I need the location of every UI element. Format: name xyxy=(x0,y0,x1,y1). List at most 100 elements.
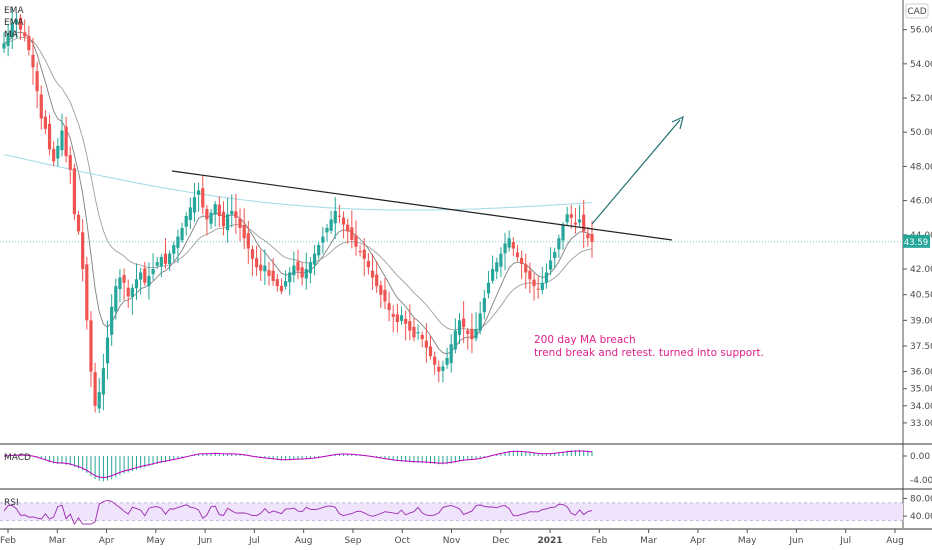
candle xyxy=(97,378,101,414)
candle xyxy=(288,267,292,295)
annotation-line-1: 200 day MA breach xyxy=(534,334,636,346)
time-tick-label: Mar xyxy=(640,536,657,546)
candle-body xyxy=(238,218,242,228)
time-tick-label: Aug xyxy=(295,536,313,546)
candle xyxy=(163,238,168,269)
candle xyxy=(561,221,565,250)
candle xyxy=(118,268,122,303)
candle xyxy=(528,262,532,294)
macd-label[interactable]: MACD xyxy=(4,453,31,463)
candle-body xyxy=(416,332,420,334)
candle-body xyxy=(279,285,284,292)
candle xyxy=(495,257,499,280)
candle-body xyxy=(76,214,81,232)
candle xyxy=(110,294,114,346)
overlay-label-3[interactable]: MA xyxy=(4,30,19,40)
candle xyxy=(437,360,441,383)
annotation: 200 day MA breach trend break and retest… xyxy=(534,334,764,359)
indicator-legend: EMA EMA MA MACD RSI xyxy=(4,6,31,508)
candle xyxy=(205,205,209,236)
candle-body xyxy=(122,275,126,283)
candle-body xyxy=(470,328,474,340)
candle-body xyxy=(105,337,110,364)
candle xyxy=(337,204,342,223)
candle xyxy=(462,301,466,344)
candle-body xyxy=(532,279,536,287)
candle-body xyxy=(52,148,56,162)
candle-body xyxy=(89,320,93,372)
candle xyxy=(379,280,383,309)
candle-body xyxy=(445,357,449,365)
price-tick-label: 46.00 xyxy=(910,197,932,207)
candle xyxy=(370,254,375,290)
rsi-label[interactable]: RSI xyxy=(4,498,19,508)
candle xyxy=(366,253,370,275)
price-tick-label: 42.00 xyxy=(910,265,932,275)
candle xyxy=(126,279,130,308)
candle-body xyxy=(35,71,39,92)
candle-body xyxy=(478,313,482,331)
candle-body xyxy=(544,272,549,283)
candle-body xyxy=(259,264,263,271)
candle xyxy=(590,220,594,258)
candle-body xyxy=(288,272,292,283)
annotation-line-2: trend break and retest. turned into supp… xyxy=(534,347,764,359)
candle-body xyxy=(205,208,209,220)
candle xyxy=(147,262,151,300)
candle xyxy=(445,347,449,369)
candle-body xyxy=(60,130,64,151)
candle-body xyxy=(520,257,524,264)
candle xyxy=(143,261,147,286)
candle xyxy=(474,312,478,342)
candle-body xyxy=(6,33,10,46)
candle xyxy=(18,14,23,40)
candle xyxy=(511,237,515,257)
candle xyxy=(176,229,180,263)
candle xyxy=(441,360,445,383)
time-tick-label: Sep xyxy=(344,536,361,546)
macd-tick-label: 0.00 xyxy=(910,452,930,462)
currency-badge[interactable]: CAD xyxy=(905,3,929,19)
candle-body xyxy=(491,269,495,281)
overlay-label-2[interactable]: EMA xyxy=(4,18,24,28)
candle-body xyxy=(582,214,586,232)
candle-body xyxy=(308,262,313,274)
rsi-tick-label: 80.00 xyxy=(910,494,932,504)
candle-body xyxy=(412,326,416,338)
candle xyxy=(39,85,43,130)
candle-body xyxy=(358,251,362,253)
candle-body xyxy=(590,234,594,242)
candle-body xyxy=(362,249,366,259)
candle-body xyxy=(172,245,176,254)
candle-body xyxy=(424,340,428,348)
candle-body xyxy=(383,289,387,302)
candle-body xyxy=(515,252,520,258)
candle-body xyxy=(404,318,408,324)
last-price-value: 43.59 xyxy=(904,238,928,248)
candle-body xyxy=(370,270,375,278)
candle xyxy=(14,12,19,39)
candle xyxy=(27,25,31,56)
macd-tick-label: -4.00 xyxy=(910,476,932,486)
candle xyxy=(586,226,590,247)
candle xyxy=(453,318,457,354)
candle xyxy=(81,219,85,282)
candle-body xyxy=(2,43,6,49)
candle xyxy=(449,334,453,373)
candle xyxy=(428,335,433,360)
candle-body xyxy=(56,145,60,159)
candle xyxy=(93,362,97,413)
candle xyxy=(557,234,561,258)
price-tick-label: 36.00 xyxy=(910,368,932,378)
candle-body xyxy=(93,372,97,406)
candle-body xyxy=(379,285,383,295)
time-axis[interactable]: Feb Mar Apr May Jun Jul Aug Sep Oct Nov Dec 2021 Feb… xyxy=(0,529,904,546)
candle xyxy=(47,114,52,156)
overlay-label-1[interactable]: EMA xyxy=(4,6,24,16)
candle-body xyxy=(395,314,399,323)
candle xyxy=(10,6,14,50)
time-tick-label: Oct xyxy=(394,536,410,546)
candlesticks[interactable] xyxy=(2,6,594,414)
candle-body xyxy=(557,238,561,250)
